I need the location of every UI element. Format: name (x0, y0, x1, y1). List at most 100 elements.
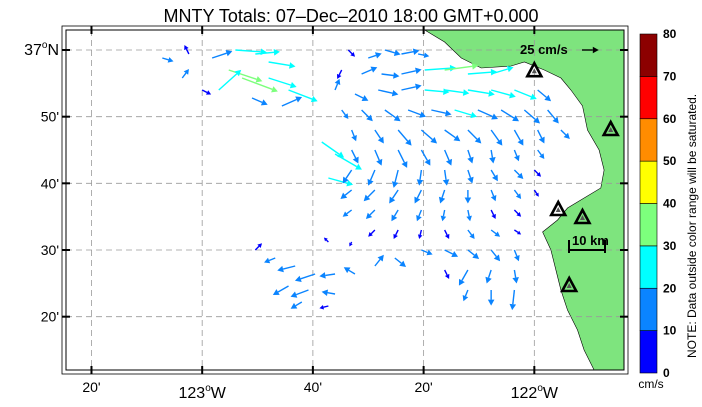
current-vector (464, 190, 472, 204)
colorbar-note: NOTE: Data outside color range will be s… (685, 94, 699, 358)
scale-arrow-label: 25 cm/s (520, 42, 568, 57)
colorbar-tick-label: 80 (663, 27, 677, 41)
station-triangle (525, 60, 544, 78)
current-vector (374, 129, 384, 144)
current-vector (378, 89, 399, 97)
current-vector (485, 269, 492, 284)
map-title: MNTY Totals: 07–Dec–2010 18:00 GMT+0.000 (163, 6, 538, 26)
current-vector (500, 109, 520, 122)
current-vector (391, 209, 399, 222)
current-vector (442, 169, 450, 186)
scale-arrow: 25 cm/s (520, 42, 599, 57)
ocean-area (66, 30, 624, 370)
current-vector (467, 169, 474, 184)
current-vector (340, 189, 353, 199)
current-vector (490, 209, 496, 219)
colorbar-tick-label: 60 (663, 112, 677, 126)
current-vector (319, 272, 336, 279)
station-triangle (549, 199, 568, 217)
current-vector (467, 149, 474, 164)
current-vector (414, 189, 423, 204)
current-vector (514, 229, 522, 235)
current-vector (294, 273, 316, 282)
current-vector (341, 109, 349, 119)
current-vector (444, 229, 450, 239)
current-vector (560, 129, 570, 139)
current-vector (514, 89, 537, 100)
current-vector (537, 129, 545, 144)
radar-stations (525, 60, 620, 293)
colorbar-block (639, 203, 658, 247)
graticule (66, 30, 624, 370)
current-vector (547, 109, 559, 124)
colorbar-block (639, 76, 658, 120)
lat-tick-label: 30' (41, 242, 59, 258)
colorbar-block (639, 118, 658, 162)
current-vector (490, 169, 498, 182)
current-vector (374, 149, 383, 166)
current-vector (431, 109, 452, 117)
current-vector (512, 269, 519, 284)
map-panel: 25 cm/s 10 km 37oN 50' 40' 30' 20' 20' 123oW 4… (24, 25, 629, 402)
current-vector (420, 149, 431, 166)
current-vector (467, 89, 495, 97)
colorbar-tick-label: 30 (663, 239, 677, 253)
current-vector (393, 229, 399, 239)
colorbar-blocks (639, 33, 658, 374)
current-vector (490, 189, 497, 202)
scale-bar-label: 10 km (572, 233, 609, 248)
colorbar-block (639, 245, 658, 289)
current-vector (438, 189, 446, 204)
current-vector (444, 63, 479, 71)
current-vector (416, 169, 424, 186)
current-vector (490, 65, 514, 75)
current-vector (467, 249, 480, 259)
current-vector (490, 229, 501, 237)
current-vector (347, 49, 356, 57)
current-vector (384, 109, 401, 122)
scale-bar: 10 km (568, 233, 609, 253)
current-vector (268, 77, 297, 89)
current-vector (416, 209, 423, 222)
current-vector (342, 209, 353, 217)
lon-tick-label: 40' (304, 379, 322, 395)
current-vector (368, 229, 376, 237)
current-vector (509, 289, 517, 311)
scale-arrow-head (582, 46, 599, 54)
colorbar-tick-label: 50 (663, 154, 677, 168)
current-vector (184, 45, 190, 55)
current-vector (397, 129, 412, 146)
colorbar-tick-label: 20 (663, 281, 677, 295)
colorbar-block (639, 160, 658, 204)
current-vector (467, 229, 475, 239)
current-vector (181, 69, 189, 79)
lat-tick-label: 20' (41, 309, 59, 325)
current-vector (513, 249, 520, 262)
current-vector (319, 305, 329, 310)
lat-tick-label: 37oN (24, 40, 59, 59)
scale-arrow-icon (582, 46, 599, 54)
current-vector (513, 209, 522, 217)
current-vector (401, 67, 422, 75)
colorbar-tick-label: 70 (663, 69, 677, 83)
current-vector (420, 129, 438, 144)
current-vector (351, 149, 359, 164)
colorbar-tick-label: 10 (663, 324, 677, 338)
current-vector (537, 149, 545, 159)
current-vector (334, 78, 341, 91)
current-vector (381, 72, 400, 79)
current-vector (490, 129, 503, 146)
colorbar-block (639, 33, 658, 77)
current-vector (389, 189, 399, 204)
current-vector (490, 249, 501, 262)
lon-tick-label: 122oW (511, 383, 559, 402)
current-vector (462, 289, 469, 302)
current-vector (454, 109, 478, 119)
colorbar-tick-label: 40 (663, 197, 677, 211)
current-vector (444, 249, 459, 257)
current-vector (361, 109, 373, 122)
current-vector (254, 243, 263, 251)
current-vector (477, 109, 499, 120)
station-triangle (601, 119, 620, 137)
current-vectors (162, 45, 570, 311)
